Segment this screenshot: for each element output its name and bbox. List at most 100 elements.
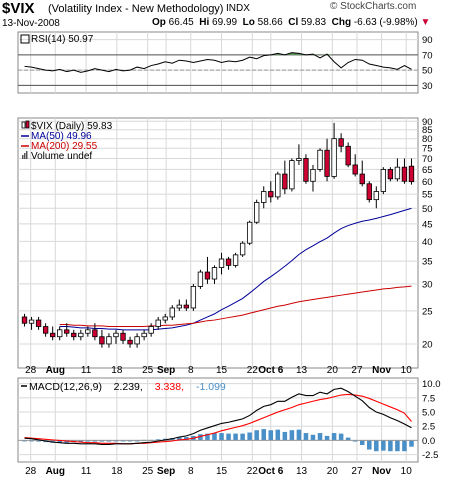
hi-value: 69.99 — [212, 17, 238, 28]
macd-histogram-bar — [233, 433, 238, 441]
candle-body — [92, 329, 98, 338]
price-x-tick-label: 25 — [142, 365, 154, 376]
candle-body — [408, 165, 415, 183]
candle-body — [35, 319, 42, 327]
candle-icon — [21, 121, 26, 129]
macd-histogram-bar — [226, 433, 231, 441]
macd-histogram-bar — [50, 440, 55, 443]
macd-x-tick-label: 22 — [247, 466, 259, 477]
macd-histogram-bar — [64, 440, 69, 443]
candle-body — [148, 326, 154, 334]
candle-body — [338, 138, 344, 147]
hi-label: Hi — [199, 17, 210, 28]
price-legend-2: MA(200) 29.55 — [31, 141, 98, 152]
candle-body — [359, 173, 365, 185]
macd-x-tick-label: 28 — [25, 466, 37, 477]
macd-histogram-bar — [367, 440, 372, 450]
ma200-line — [59, 285, 412, 328]
macd-x-tick-label: 13 — [296, 466, 308, 477]
macd-histogram-bar — [247, 432, 252, 441]
candle-body — [324, 149, 330, 177]
price-legend-1: MA(50) 49.96 — [31, 131, 92, 142]
price-y-tick-label: 60 — [422, 177, 433, 188]
candle-body — [246, 221, 253, 244]
macd-histogram-bar — [282, 431, 288, 441]
price-x-tick-label: Sep — [157, 365, 175, 376]
macd-y-tick-label: 5.0 — [422, 408, 435, 419]
price-y-tick-label: 75 — [422, 144, 433, 155]
candle-body — [197, 271, 204, 287]
chg-value: -6.63 (-9.98%) — [353, 17, 418, 28]
price-panel-frame — [17, 117, 419, 369]
macd-legend-2: 3.338, — [155, 381, 184, 393]
ma50-line — [59, 207, 412, 331]
price-y-tick-label: 20 — [422, 339, 433, 350]
macd-x-tick-label: 10 — [401, 466, 413, 477]
macd-histogram-bar — [261, 429, 266, 441]
price-y-tick-label: 85 — [422, 125, 433, 136]
macd-legend-3: -1.099 — [196, 381, 226, 393]
macd-histogram-bar — [324, 435, 330, 441]
candle-body — [345, 145, 351, 166]
candle-body — [282, 173, 288, 190]
price-y-tick-label: 50 — [422, 204, 433, 215]
candle-body — [71, 332, 77, 338]
macd-histogram-bar — [409, 440, 414, 447]
candle-body — [296, 158, 302, 161]
candle-body — [303, 158, 309, 182]
macd-histogram-bar — [345, 437, 351, 441]
macd-y-tick-label: 0.0 — [422, 436, 435, 447]
candle-body — [310, 169, 316, 182]
macd-histogram-bar — [170, 438, 175, 441]
macd-histogram-bar — [310, 434, 316, 441]
op-label: Op — [152, 17, 166, 28]
price-x-tick-label: 27 — [351, 365, 363, 376]
macd-histogram-bar — [388, 440, 393, 452]
candle-body — [141, 332, 147, 338]
candle-body — [134, 336, 140, 345]
candle-body — [106, 336, 112, 345]
macd-histogram-bar — [92, 440, 98, 442]
price-legend-3: Volume undef — [31, 151, 92, 162]
candle-body — [225, 258, 232, 266]
macd-x-tick-label: 8 — [188, 466, 194, 477]
candle-body — [331, 138, 337, 177]
quote-values: Op 66.45 Hi 69.99 Lo 58.66 Cl 59.83 Chg … — [152, 17, 430, 28]
lo-value: 58.66 — [257, 17, 283, 28]
price-y-tick-label: 35 — [422, 257, 433, 268]
macd-histogram-bar — [289, 430, 295, 441]
macd-histogram-bar — [85, 440, 91, 442]
candle-body — [57, 329, 63, 338]
candle-body — [28, 319, 35, 324]
candle-icon — [25, 120, 30, 129]
macd-legend-1: 2.239, — [114, 381, 143, 393]
price-x-tick-label: Oct 6 — [258, 365, 283, 376]
candle-body — [169, 307, 175, 318]
candle-body — [352, 164, 358, 175]
candle-body — [49, 332, 56, 338]
macd-histogram-bar — [402, 440, 407, 452]
candle-body — [289, 160, 295, 190]
macd-line — [24, 387, 412, 445]
candle-body — [366, 183, 372, 201]
cl-value: 59.83 — [301, 17, 327, 28]
candle-body — [380, 169, 387, 192]
macd-x-tick-label: 11 — [81, 466, 92, 477]
macd-x-tick-label: 15 — [216, 466, 228, 477]
macd-histogram-bar — [381, 440, 386, 451]
macd-histogram-bar — [240, 433, 245, 441]
macd-x-tick-label: 20 — [327, 466, 339, 477]
macd-y-tick-label: 10.0 — [422, 379, 441, 390]
candle-body — [190, 285, 197, 309]
macd-histogram-bar — [198, 434, 203, 441]
macd-y-tick-label: 7.5 — [422, 393, 435, 404]
candle-body — [127, 339, 133, 345]
candle-body — [232, 254, 239, 266]
macd-legend-0: MACD(12,26,9) — [29, 381, 102, 393]
symbol: $VIX — [2, 0, 35, 17]
macd-histogram-bar — [155, 439, 161, 441]
candle-body — [317, 149, 323, 170]
rsi-legend: RSI(14) 50.97 — [31, 34, 94, 45]
macd-histogram-bar — [219, 433, 224, 441]
